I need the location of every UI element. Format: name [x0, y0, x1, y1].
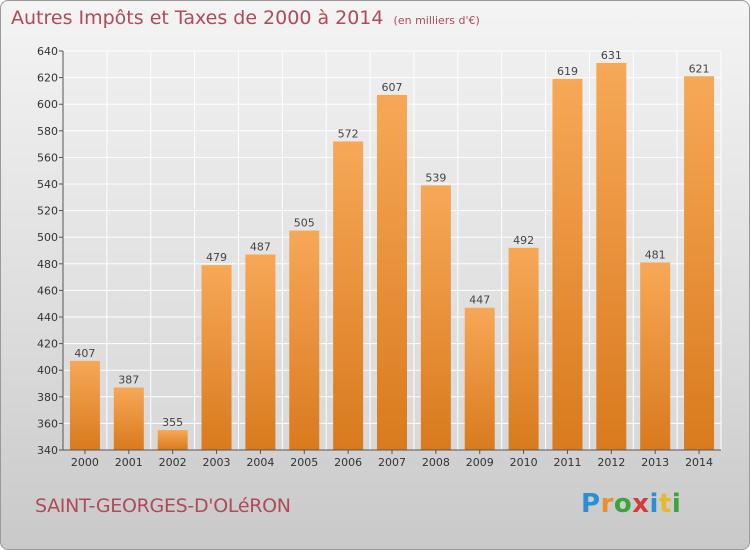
data-label: 479: [206, 251, 227, 264]
x-tick-label: 2008: [422, 456, 450, 469]
data-label: 572: [338, 127, 359, 140]
x-tick-label: 2003: [203, 456, 231, 469]
logo-letter: x: [632, 489, 650, 519]
data-label: 505: [294, 217, 315, 230]
bar: [464, 307, 495, 450]
logo-letter: P: [581, 489, 601, 519]
x-tick-label: 2001: [115, 456, 143, 469]
bar: [201, 265, 232, 450]
y-tick-label: 520: [37, 205, 58, 218]
x-tick-label: 2006: [334, 456, 362, 469]
bar: [245, 254, 276, 450]
bar: [113, 387, 144, 450]
logo-letter: r: [600, 489, 614, 519]
data-label: 355: [162, 416, 183, 429]
y-tick-label: 440: [37, 311, 58, 324]
data-label: 619: [557, 65, 578, 78]
data-label: 621: [689, 62, 710, 75]
bar: [420, 185, 451, 450]
bar: [69, 360, 100, 450]
bar: [289, 230, 320, 450]
x-tick-label: 2007: [378, 456, 406, 469]
y-tick-label: 500: [37, 231, 58, 244]
x-tick-label: 2000: [71, 456, 99, 469]
y-tick-label: 620: [37, 72, 58, 85]
bar: [377, 94, 407, 450]
y-tick-label: 400: [37, 364, 58, 377]
x-tick-label: 2005: [290, 456, 318, 469]
data-label: 492: [513, 234, 534, 247]
commune-name: SAINT-GEORGES-D'OLéRON: [35, 495, 291, 517]
data-label: 481: [645, 248, 666, 261]
y-tick-label: 540: [37, 178, 58, 191]
logo-letter: t: [658, 489, 672, 519]
y-tick-label: 380: [37, 391, 58, 404]
y-tick-label: 600: [37, 98, 58, 111]
logo-letter: i: [649, 489, 659, 519]
chart-title: Autres Impôts et Taxes de 2000 à 2014 (e…: [11, 7, 480, 29]
y-tick-label: 640: [37, 45, 58, 58]
proxiti-logo: Proxiti: [581, 489, 681, 519]
logo-letter: i: [671, 489, 682, 519]
y-tick-label: 360: [37, 417, 58, 430]
x-tick-label: 2009: [466, 456, 494, 469]
x-tick-label: 2014: [685, 456, 713, 469]
chart-subtitle: (en milliers d'€): [393, 14, 480, 27]
y-tick-label: 560: [37, 151, 58, 164]
bar: [508, 247, 539, 450]
bar: [596, 62, 627, 450]
x-tick-label: 2013: [641, 456, 669, 469]
bar: [333, 141, 364, 450]
bar: [552, 78, 583, 451]
data-label: 387: [118, 373, 139, 386]
data-label: 447: [469, 294, 490, 307]
bar: [684, 76, 715, 451]
y-tick-label: 420: [37, 338, 58, 351]
y-tick-label: 580: [37, 125, 58, 138]
bar: [157, 430, 188, 450]
data-label: 631: [601, 49, 622, 62]
x-tick-label: 2004: [246, 456, 274, 469]
chart-title-text: Autres Impôts et Taxes de 2000 à 2014: [11, 7, 384, 29]
data-label: 487: [250, 240, 271, 253]
logo-letter: o: [613, 489, 633, 519]
y-tick-label: 340: [37, 444, 58, 457]
x-tick-label: 2002: [159, 456, 187, 469]
y-tick-label: 460: [37, 284, 58, 297]
y-tick-label: 480: [37, 258, 58, 271]
x-tick-label: 2010: [510, 456, 538, 469]
data-label: 407: [74, 347, 95, 360]
x-tick-label: 2012: [597, 456, 625, 469]
bar: [640, 262, 671, 450]
data-label: 607: [382, 81, 403, 94]
data-label: 539: [425, 171, 446, 184]
x-tick-label: 2011: [553, 456, 581, 469]
